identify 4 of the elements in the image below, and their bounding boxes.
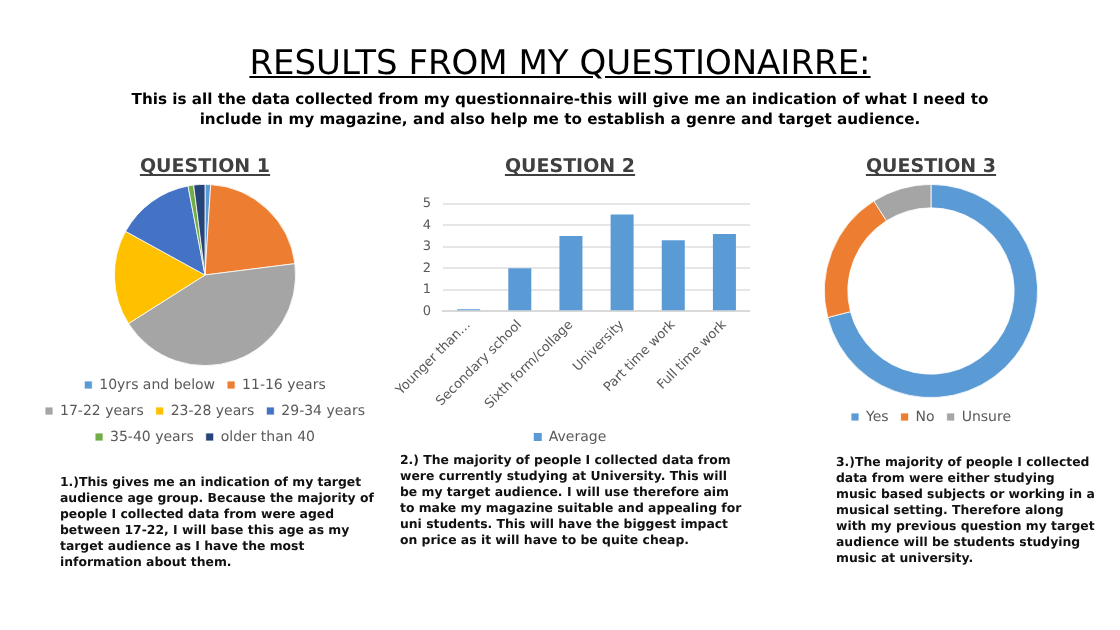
chart-title: QUESTION 3 [863, 156, 999, 178]
chart-title: QUESTION 2 [502, 156, 638, 178]
text: RESULTS FROM MY QUESTIONAIRRE: [247, 44, 873, 84]
chart-title: QUESTION 1 [137, 156, 273, 178]
